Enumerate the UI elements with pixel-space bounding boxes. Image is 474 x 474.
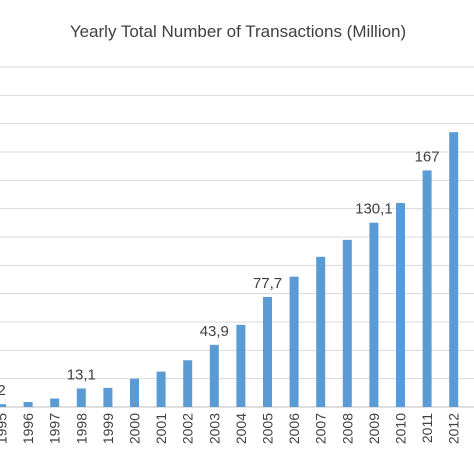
- x-tick-2006: 2006: [286, 413, 302, 444]
- x-tick-2011: 2011: [419, 413, 435, 443]
- x-tick-2000: 2000: [127, 413, 143, 444]
- bar-1999: [103, 387, 113, 407]
- gridlines: [0, 66, 474, 380]
- bar-1995: [0, 404, 6, 407]
- bars: [0, 132, 459, 407]
- bar-2008: [342, 239, 352, 407]
- chart-title: Yearly Total Number of Transactions (Mil…: [70, 22, 406, 41]
- x-tick-2004: 2004: [233, 413, 249, 444]
- bar-2012: [449, 132, 459, 407]
- x-tick-2009: 2009: [366, 413, 382, 444]
- bar-1998: [76, 388, 86, 407]
- x-tick-labels: 1995 1996 1997 1998 1999 2000 2001 2002 2003 2004…: [0, 413, 462, 444]
- x-tick-2002: 2002: [180, 413, 196, 444]
- data-label-2003: 43,9: [200, 323, 229, 340]
- x-tick-2010: 2010: [393, 413, 409, 444]
- bar-2002: [183, 360, 193, 407]
- x-tick-1996: 1996: [20, 413, 36, 444]
- x-tick-1998: 1998: [73, 413, 89, 444]
- bar-2005: [263, 296, 272, 407]
- x-tick-2012: 2012: [446, 413, 462, 444]
- data-label-1995: 2: [0, 382, 6, 399]
- bar-2010: [396, 203, 405, 407]
- bar-2004: [236, 324, 246, 407]
- data-labels: 2 13,1 43,9 77,7 130,1 167: [0, 148, 440, 399]
- bar-2011: [422, 170, 432, 407]
- bar-2001: [156, 371, 166, 407]
- x-tick-2001: 2001: [153, 413, 169, 444]
- x-tick-1995: 1995: [0, 413, 10, 444]
- bar-1996: [23, 402, 33, 407]
- x-tick-2008: 2008: [339, 413, 355, 444]
- x-tick-2007: 2007: [313, 413, 329, 444]
- data-label-1998: 13,1: [67, 366, 96, 383]
- bar-2006: [289, 276, 299, 407]
- x-tick-1997: 1997: [47, 413, 63, 444]
- x-tick-2005: 2005: [260, 413, 276, 444]
- data-label-2011: 167: [415, 148, 440, 165]
- bar-2000: [130, 378, 139, 407]
- bar-2003: [209, 344, 219, 407]
- bar-1997: [50, 398, 60, 407]
- bar-2007: [316, 256, 326, 407]
- data-label-2009: 130,1: [355, 201, 393, 218]
- x-tick-2003: 2003: [206, 413, 222, 444]
- data-label-2005: 77,7: [253, 275, 282, 292]
- bar-2009: [369, 222, 379, 407]
- x-tick-1999: 1999: [100, 413, 116, 444]
